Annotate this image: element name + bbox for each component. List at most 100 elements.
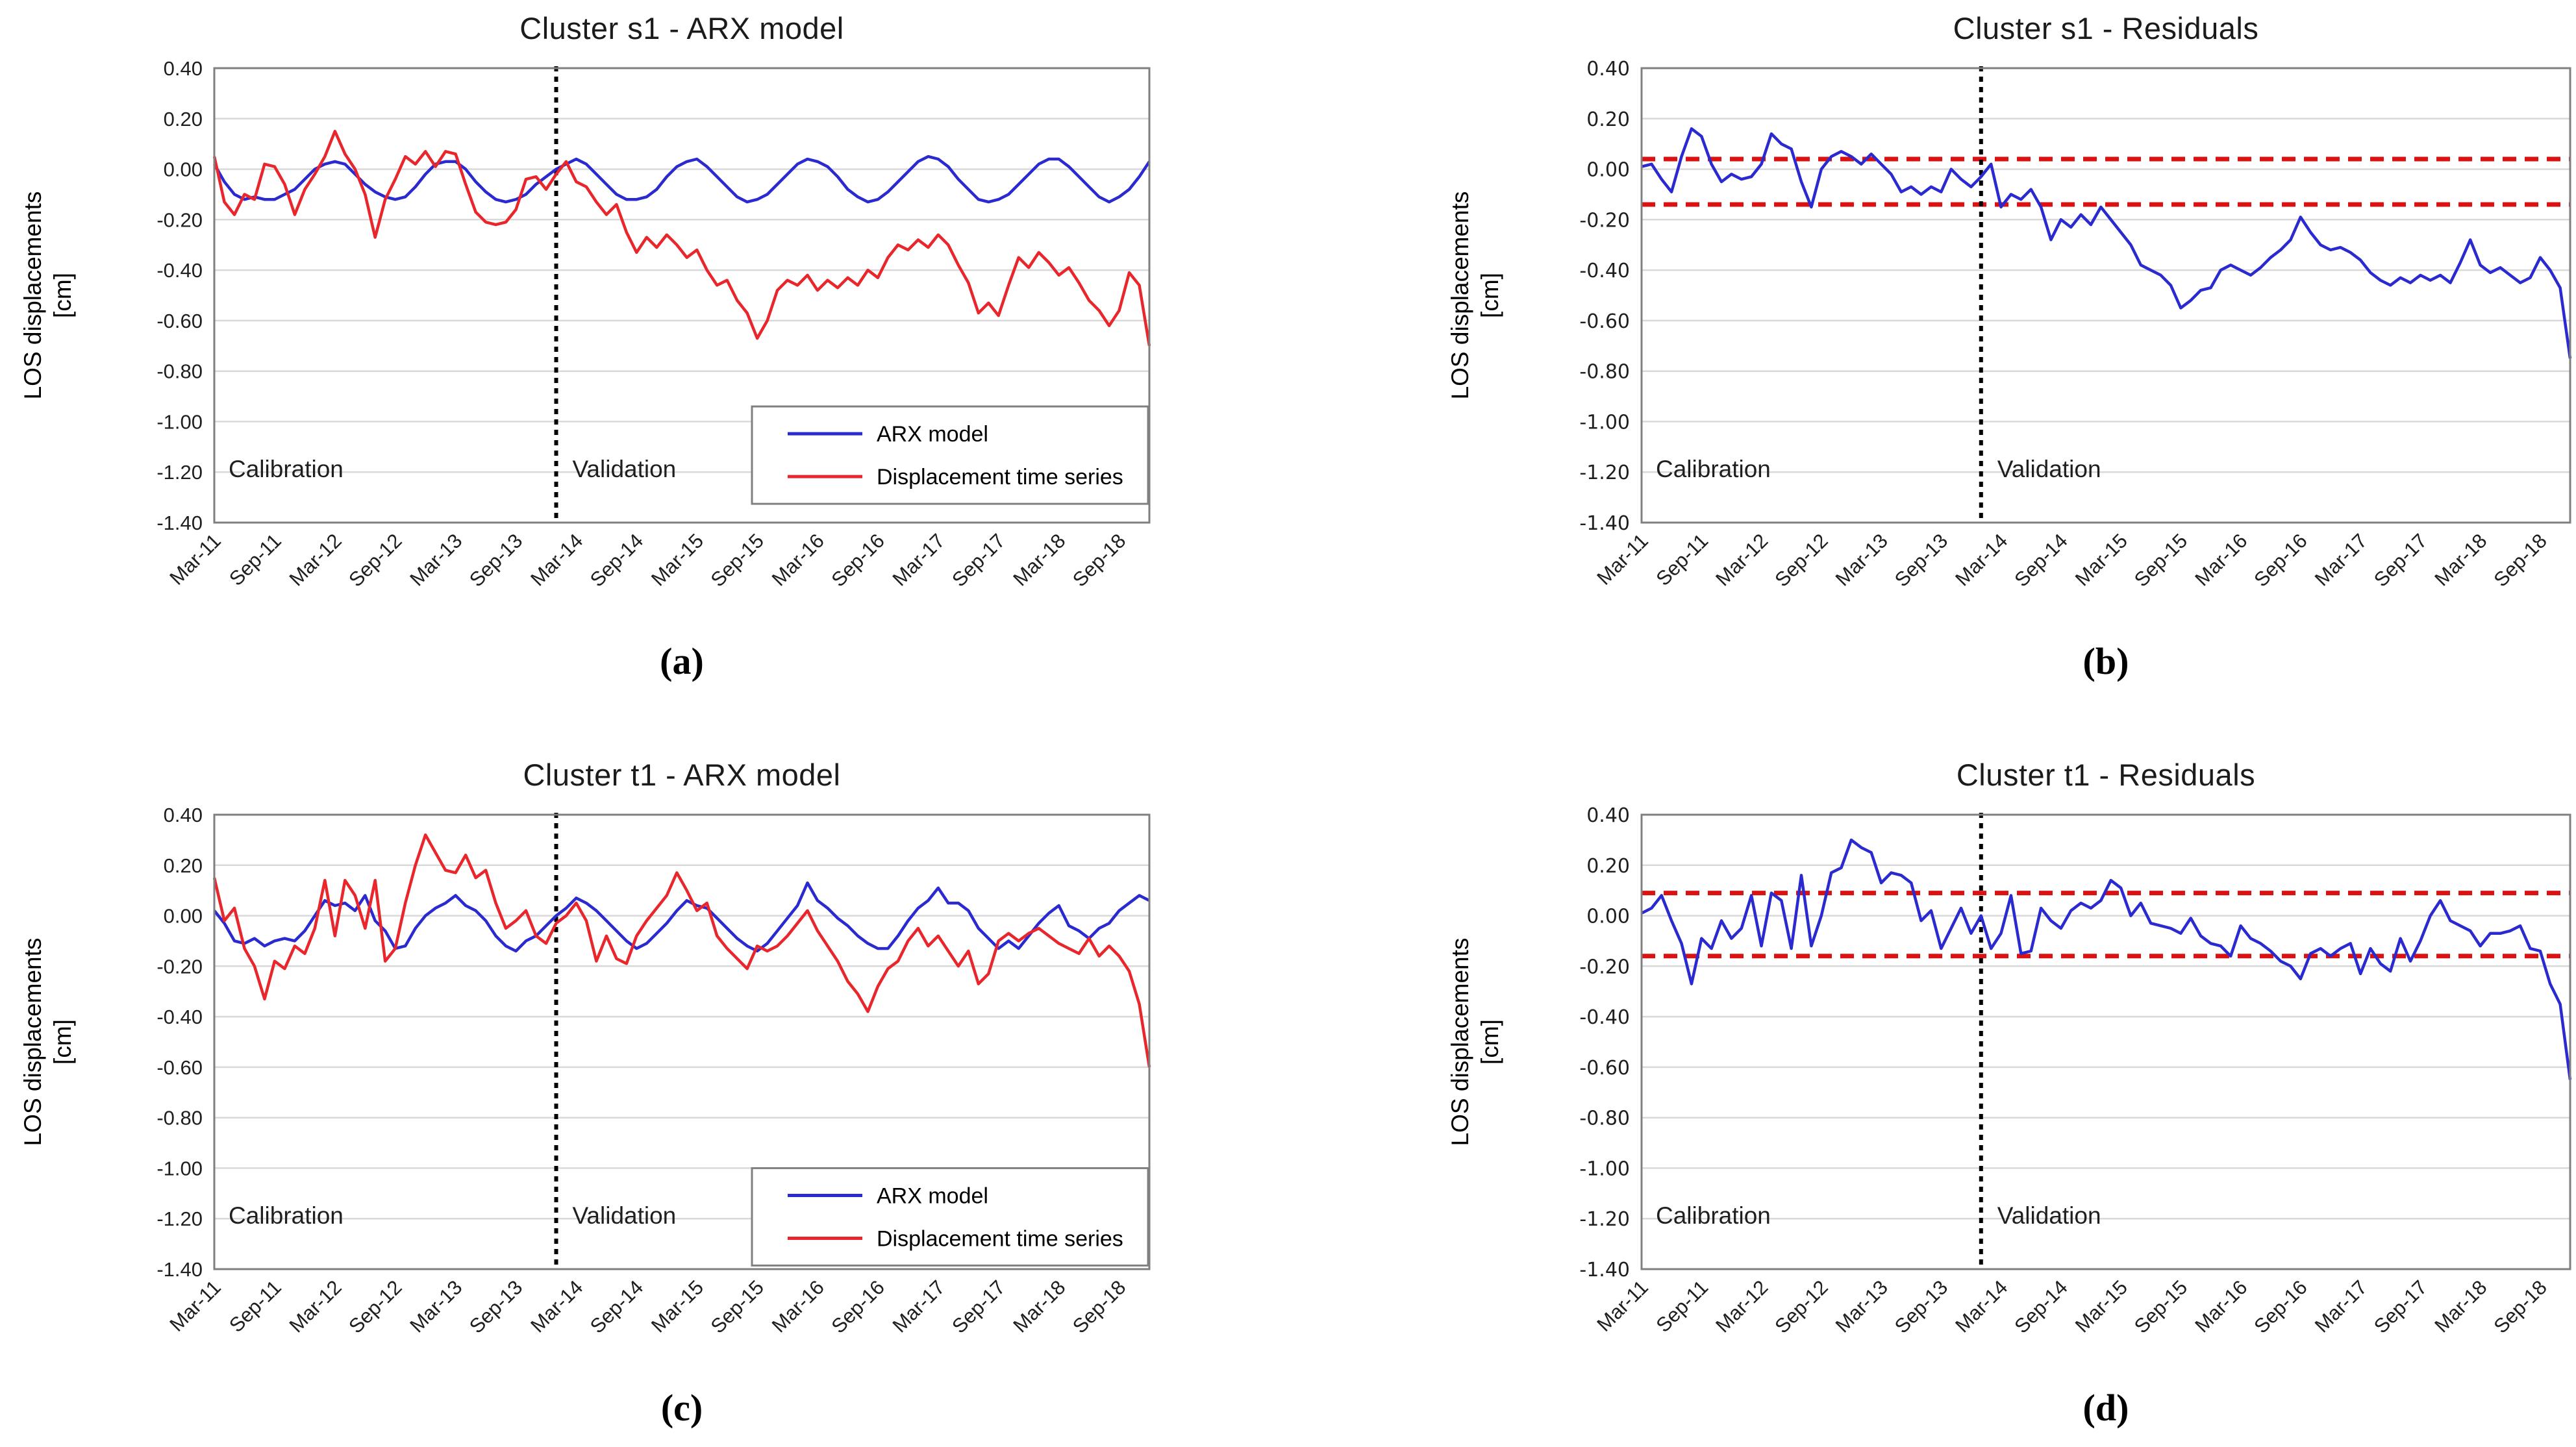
validation-label: Validation [573, 456, 677, 482]
x-tick-label: Sep-18 [2489, 1276, 2551, 1337]
y-tick-label: -0.20 [156, 955, 203, 978]
x-tick-label: Sep-11 [1651, 529, 1712, 590]
legend: ARX model Displacement time series [751, 1167, 1149, 1267]
panel-b: Cluster s1 - Residuals 0.40 0.20 0.00 -0.20… [1288, 0, 2576, 723]
x-tick-label: Mar-13 [1831, 529, 1892, 590]
y-tick-label: 0.40 [1586, 58, 1630, 80]
y-tick-label: -1.40 [1579, 1259, 1630, 1281]
y-tick-label: -1.20 [156, 461, 203, 484]
x-tick-label: Mar-17 [888, 1276, 949, 1337]
x-tick-label: Sep-17 [2370, 529, 2431, 591]
x-tick-label: Sep-11 [1651, 1276, 1712, 1337]
y-tick-label: -0.40 [156, 259, 203, 282]
y-tick-label: -0.80 [1579, 361, 1630, 384]
panel-d-title: Cluster t1 - Residuals [1956, 758, 2256, 792]
y-axis-title: LOS displacements [cm] [1447, 938, 1503, 1146]
x-tick-label: Sep-13 [465, 1276, 527, 1337]
series-line-residuals [1640, 838, 2572, 1080]
x-tick-label: Mar-13 [405, 529, 466, 590]
legend-item-label: Displacement time series [877, 1226, 1123, 1251]
panel-c-header: Cluster t1 - ARX model [214, 757, 1149, 793]
chart-b-canvas: 0.40 0.20 0.00 -0.20 -0.40 -0.60 -0.80 -1.00 -1.… [1447, 58, 2572, 591]
x-tick-label: Sep-17 [947, 529, 1009, 591]
y-tick-label: -0.80 [156, 1107, 203, 1130]
panel-b-title: Cluster s1 - Residuals [1953, 11, 2259, 45]
legend: ARX model Displacement time series [751, 405, 1149, 505]
x-tick-label: Mar-11 [1592, 529, 1653, 589]
x-tick-label: Sep-12 [344, 529, 406, 591]
y-tick-label: -0.80 [1579, 1107, 1630, 1130]
series-line-residuals [1641, 127, 2572, 359]
x-tick-label: Sep-11 [225, 1276, 286, 1337]
y-tick-label: 0.20 [164, 854, 203, 877]
x-tick-label: Sep-14 [586, 529, 647, 591]
x-tick-label: Mar-12 [285, 529, 346, 590]
x-tick-label: Mar-17 [888, 529, 949, 590]
x-tick-label: Mar-17 [2310, 529, 2371, 590]
y-tick-label: 0.40 [164, 57, 203, 80]
plot-border [213, 67, 1151, 524]
x-tick-label: Sep-13 [1890, 529, 1952, 591]
panel-c-letter: (c) [660, 1387, 703, 1429]
calibration-label: Calibration [229, 1202, 344, 1229]
y-tick-label: 0.40 [164, 804, 203, 826]
y-tick-label: 0.00 [1586, 906, 1630, 928]
panel-a: Cluster s1 - ARX model 0.40 0.20 0.00 -0.20… [0, 0, 1288, 723]
x-tick-label: Mar-18 [1008, 529, 1069, 590]
y-tick-label: -1.20 [1579, 462, 1630, 484]
x-tick-label: Mar-11 [165, 1276, 225, 1336]
series-line-displacement-time-series [212, 129, 1151, 347]
y-tick-label: -0.20 [1579, 209, 1630, 232]
x-tick-label: Mar-14 [1951, 529, 2012, 590]
panel-b-letter: (b) [2082, 640, 2129, 682]
x-tick-label: Sep-14 [2010, 529, 2071, 591]
validation-label: Validation [573, 1202, 677, 1229]
x-tick-label: Sep-12 [344, 1276, 406, 1337]
x-tick-label: Sep-14 [2010, 1276, 2071, 1337]
legend-item-label: ARX model [877, 1183, 988, 1208]
x-tick-label: Mar-15 [647, 1276, 708, 1337]
x-tick-label: Sep-15 [2130, 1276, 2192, 1337]
legend-item-label: Displacement time series [877, 465, 1123, 489]
x-tick-label: Mar-11 [1592, 1276, 1653, 1336]
chart-a-canvas: 0.40 0.20 0.00 -0.20 -0.40 -0.60 -0.80 -1.00 -1.… [19, 57, 1151, 591]
panel-d-header: Cluster t1 - Residuals [1642, 757, 2570, 793]
y-tick-label: -0.60 [156, 1056, 203, 1079]
x-tick-label: Mar-16 [768, 1276, 829, 1337]
legend-item-label: ARX model [877, 422, 988, 447]
y-tick-label: -0.60 [156, 310, 203, 332]
y-tick-label: 0.20 [1586, 108, 1630, 131]
x-tick-label: Sep-12 [1770, 1276, 1832, 1337]
x-tick-label: Mar-14 [526, 529, 587, 590]
y-tick-label: 0.00 [164, 158, 203, 181]
y-tick-label: -1.00 [1579, 411, 1630, 434]
series-line-displacement-time-series [212, 833, 1151, 1068]
chart-c-canvas: 0.40 0.20 0.00 -0.20 -0.40 -0.60 -0.80 -1.00 -1.… [19, 804, 1151, 1338]
y-tick-label: -1.20 [1579, 1208, 1630, 1231]
x-tick-label: Sep-12 [1770, 529, 1832, 591]
validation-label: Validation [1997, 456, 2101, 482]
x-tick-label: Sep-15 [707, 1276, 768, 1337]
panel-d-letter: (d) [2082, 1387, 2129, 1429]
x-tick-label: Mar-14 [526, 1276, 587, 1337]
x-tick-label: Sep-16 [827, 529, 888, 591]
x-tick-label: Sep-13 [465, 529, 527, 591]
panel-a-title: Cluster s1 - ARX model [519, 11, 844, 45]
x-tick-label: Mar-12 [1711, 529, 1772, 590]
x-tick-label: Mar-12 [285, 1276, 346, 1337]
x-tick-label: Mar-11 [165, 529, 225, 589]
x-tick-label: Mar-15 [2071, 529, 2132, 590]
x-tick-label: Mar-17 [2310, 1276, 2371, 1337]
y-tick-label: 0.00 [164, 905, 203, 928]
x-tick-label: Sep-15 [2130, 529, 2192, 591]
y-tick-label: -1.40 [156, 1258, 203, 1281]
y-tick-label: -0.20 [156, 208, 203, 231]
x-tick-label: Sep-16 [827, 1276, 888, 1337]
plot-border [1640, 67, 2571, 524]
calibration-label: Calibration [229, 456, 344, 482]
panel-b-header: Cluster s1 - Residuals [1642, 10, 2570, 46]
y-tick-label: -0.60 [1579, 310, 1630, 333]
y-tick-label: -1.00 [156, 1157, 203, 1180]
panel-d: Cluster t1 - Residuals 0.40 0.20 0.00 -0.20… [1288, 723, 2576, 1447]
